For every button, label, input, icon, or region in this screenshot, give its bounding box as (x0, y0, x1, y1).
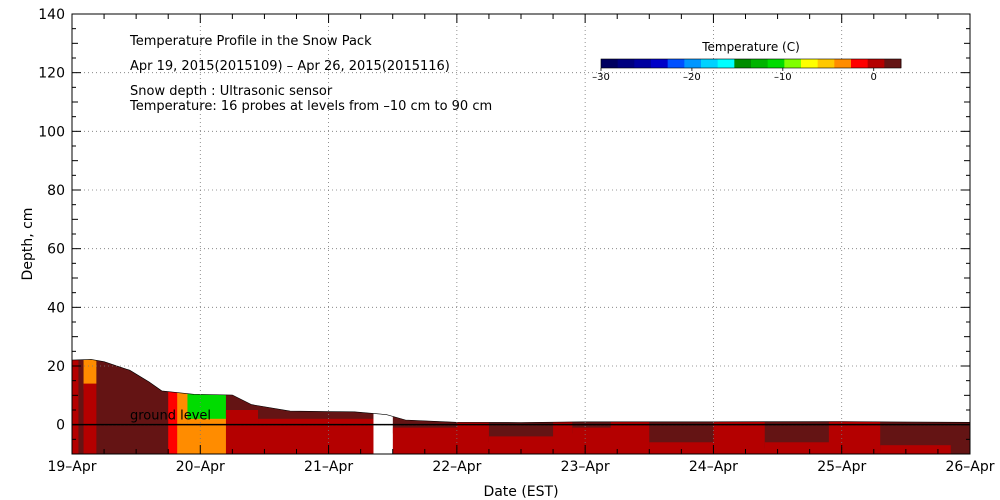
heatmap-cell-20 (488, 436, 554, 454)
y-tick-label: 100 (38, 124, 65, 140)
colorbar-swatch-12 (801, 59, 819, 68)
colorbar-swatch-0 (601, 59, 619, 68)
heatmap-cell-9 (177, 389, 189, 454)
colorbar-swatch-11 (784, 59, 802, 68)
y-tick-label: 80 (47, 183, 65, 199)
y-tick-label: 0 (56, 418, 65, 434)
heatmap-cell-2 (83, 359, 90, 390)
heatmap-cell-6 (100, 359, 169, 416)
colorbar-swatch-9 (751, 59, 769, 68)
y-tick-label: 40 (47, 300, 65, 316)
colorbar-swatch-5 (684, 59, 702, 68)
heatmap-cell-13 (225, 410, 259, 454)
colorbar-swatch-13 (817, 59, 835, 68)
y-tick-label: 60 (47, 242, 65, 258)
colorbar-swatch-2 (634, 59, 652, 68)
grid (72, 14, 970, 454)
heatmap-cell-29 (764, 442, 830, 454)
x-tick-label: 23–Apr (561, 459, 610, 475)
colorbar-tick-label: –20 (683, 72, 701, 83)
x-axis-title: Date (EST) (483, 484, 558, 500)
x-tick-label: 19–Apr (47, 459, 96, 475)
heatmap-cell-4 (83, 383, 97, 454)
heatmap-cell-8 (168, 389, 178, 454)
x-tick-label: 25–Apr (817, 459, 866, 475)
colorbar-swatch-4 (667, 59, 685, 68)
colorbar-swatch-3 (651, 59, 669, 68)
temperature-note: Temperature: 16 probes at levels from –1… (129, 99, 492, 114)
colorbar-frame (600, 58, 902, 69)
temperature-heatmap (72, 359, 970, 454)
heatmap-cell-33 (950, 415, 970, 454)
x-tick-label: 24–Apr (689, 459, 738, 475)
heatmap-cell-23 (572, 427, 612, 454)
colorbar-swatch-16 (867, 59, 885, 68)
chart-title: Temperature Profile in the Snow Pack (129, 34, 372, 49)
colorbar-swatch-7 (717, 59, 735, 68)
y-tick-label: 140 (38, 7, 65, 23)
temperature-colorbar: Temperature (C) –30 –20 –10 0 (592, 40, 902, 83)
axis-ticks: 0 20 40 60 80 100 120 140 19–Apr 20–Apr 21–Apr 22–A… (38, 7, 994, 475)
x-tick-label: 22–Apr (432, 459, 481, 475)
colorbar-swatch-6 (701, 59, 719, 68)
y-tick-label: 20 (47, 359, 65, 375)
colorbar-title: Temperature (C) (701, 40, 800, 54)
y-tick-label: 120 (38, 66, 65, 82)
colorbar-swatch-8 (734, 59, 752, 68)
x-tick-label: 21–Apr (304, 459, 353, 475)
heatmap-cell-21 (553, 415, 573, 454)
heatmap-cell-26 (649, 442, 715, 454)
missing-data-gap-0 (373, 407, 393, 454)
x-tick-label: 20–Apr (176, 459, 225, 475)
heatmap-cell-32 (880, 445, 952, 454)
plot-frame (71, 13, 971, 455)
heatmap-cell-24 (610, 415, 650, 454)
y-axis-title: Depth, cm (20, 208, 36, 281)
ground-level-label: ground level (130, 409, 211, 424)
snow-depth-note: Snow depth : Ultrasonic sensor (130, 84, 333, 99)
heatmap-cell-27 (713, 415, 766, 454)
chart-subtitle: Apr 19, 2015(2015109) – Apr 26, 2015(201… (130, 59, 450, 74)
colorbar-tick-label: 0 (871, 72, 877, 83)
colorbar-swatch-14 (834, 59, 852, 68)
heatmap-cell-18 (456, 415, 490, 454)
heatmap-cell-5 (96, 359, 101, 454)
colorbar-tick-label: –30 (592, 72, 610, 83)
heatmap-cell-30 (828, 415, 881, 454)
heatmap-cell-3 (88, 359, 97, 390)
colorbar-swatch-17 (884, 59, 902, 68)
heatmap-cell-0 (72, 359, 80, 454)
heatmap-cell-7 (100, 410, 169, 454)
colorbar-swatch-10 (767, 59, 785, 68)
x-tick-label: 26–Apr (945, 459, 994, 475)
snow-surface-line (71, 359, 971, 423)
colorbar-swatch-15 (851, 59, 869, 68)
colorbar-tick-label: –10 (774, 72, 792, 83)
colorbar-swatch-1 (617, 59, 635, 68)
heatmap-cell-1 (78, 359, 85, 454)
